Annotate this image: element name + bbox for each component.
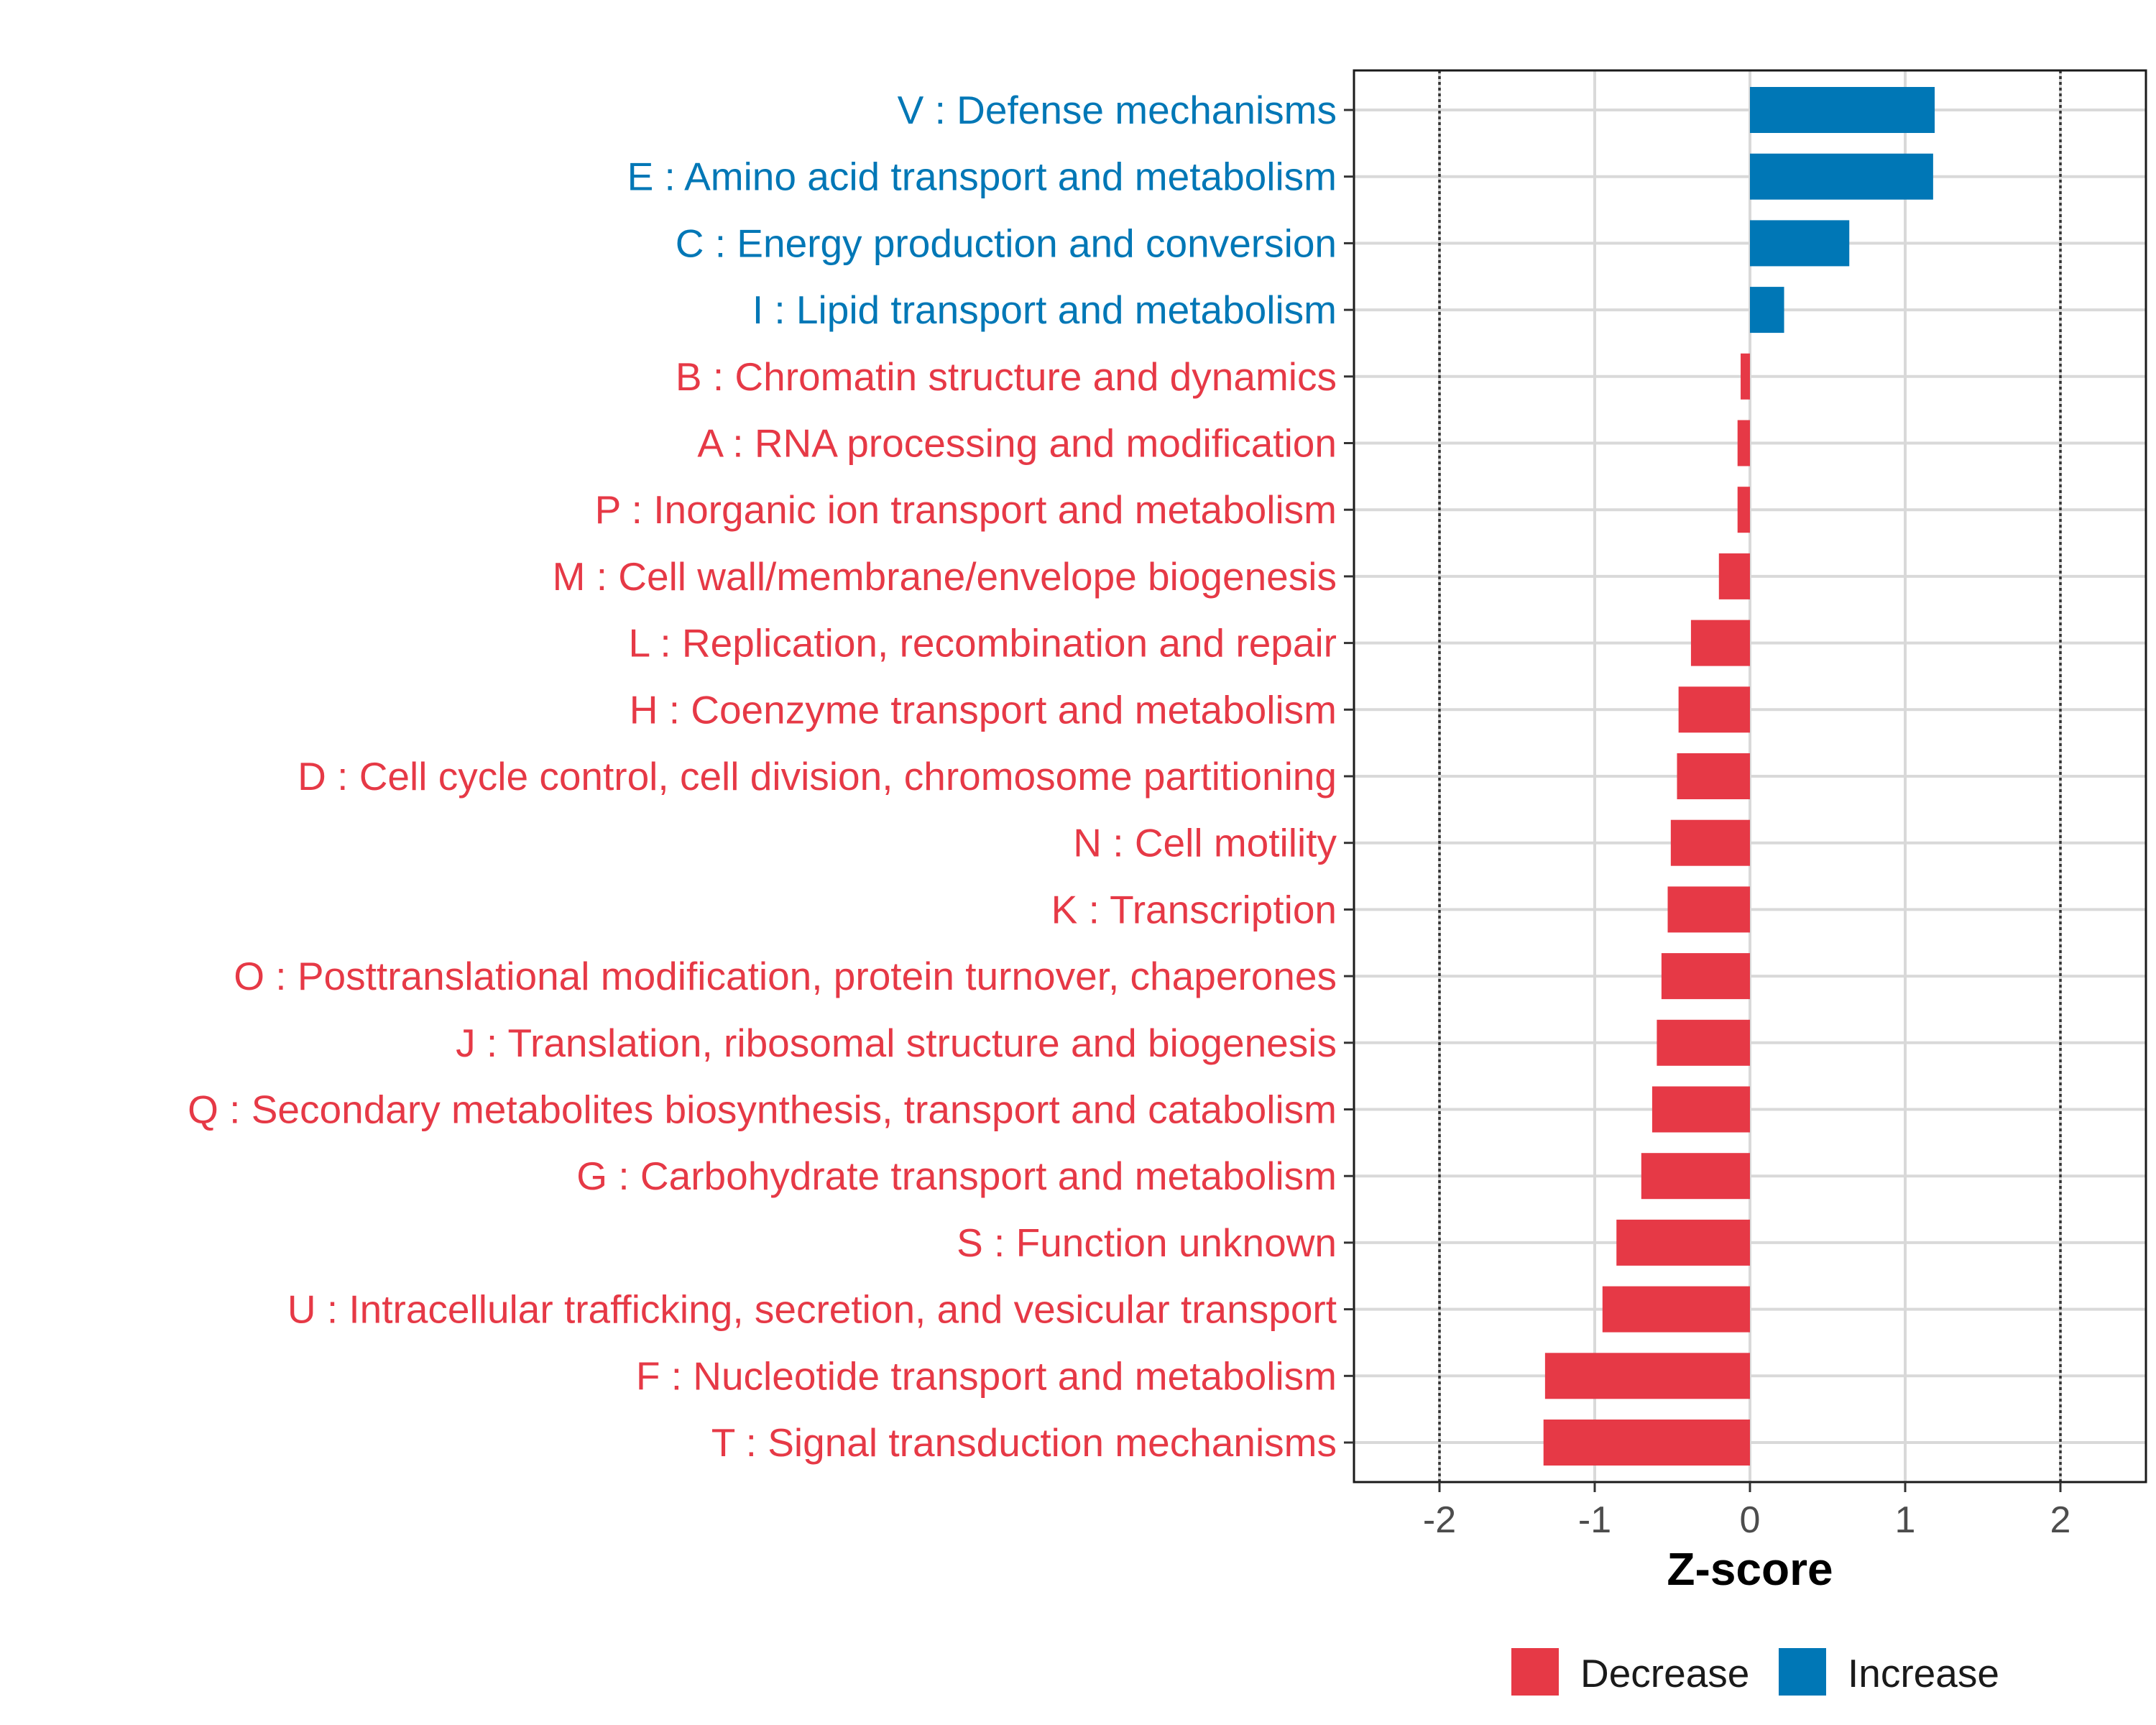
category-label-o: O : Posttranslational modification, prot… <box>234 954 1337 998</box>
x-tick-label: 1 <box>1895 1499 1916 1541</box>
y-axis-ticks <box>1344 109 1354 1444</box>
category-label-q: Q : Secondary metabolites biosynthesis, … <box>188 1087 1337 1132</box>
x-tick-label: 0 <box>1740 1499 1761 1541</box>
category-label-h: H : Coenzyme transport and metabolism <box>630 687 1337 732</box>
bar-j <box>1657 1019 1750 1066</box>
bar-layer <box>1543 87 1935 1466</box>
bar-l <box>1690 620 1750 666</box>
bar-d <box>1677 753 1750 799</box>
category-label-j: J : Translation, ribosomal structure and… <box>456 1021 1337 1065</box>
x-axis-title: Z-score <box>1667 1543 1833 1595</box>
legend-label-decrease: Decrease <box>1580 1651 1749 1696</box>
x-tick-label: -2 <box>1423 1499 1456 1541</box>
category-label-l: L : Replication, recombination and repai… <box>629 621 1337 666</box>
category-label-g: G : Carbohydrate transport and metabolis… <box>576 1154 1337 1198</box>
category-label-s: S : Function unknown <box>957 1220 1337 1265</box>
legend-swatch-increase <box>1779 1648 1826 1696</box>
bar-n <box>1670 819 1750 866</box>
category-label-e: E : Amino acid transport and metabolism <box>627 155 1337 199</box>
bar-i <box>1750 287 1784 334</box>
x-tick-label: -1 <box>1578 1499 1611 1541</box>
bar-a <box>1737 420 1750 466</box>
bar-t <box>1543 1420 1750 1466</box>
category-label-a: A : RNA processing and modification <box>697 421 1337 466</box>
bar-u <box>1602 1286 1750 1333</box>
bar-v <box>1750 87 1935 133</box>
legend-swatch-decrease <box>1511 1648 1559 1696</box>
bar-o <box>1661 953 1750 1000</box>
bar-k <box>1667 886 1750 933</box>
category-label-b: B : Chromatin structure and dynamics <box>676 354 1337 399</box>
bar-g <box>1641 1153 1750 1200</box>
bar-s <box>1616 1219 1750 1266</box>
bar-c <box>1750 220 1850 267</box>
category-label-k: K : Transcription <box>1051 887 1337 932</box>
category-label-m: M : Cell wall/membrane/envelope biogenes… <box>553 554 1337 599</box>
bar-e <box>1750 153 1933 200</box>
legend: Decrease Increase <box>1511 1648 1999 1696</box>
category-label-v: V : Defense mechanisms <box>898 88 1337 132</box>
category-label-p: P : Inorganic ion transport and metaboli… <box>595 487 1337 532</box>
bar-b <box>1741 353 1750 400</box>
x-tick-label: 2 <box>2050 1499 2071 1541</box>
bar-q <box>1651 1086 1750 1133</box>
category-label-c: C : Energy production and conversion <box>676 221 1337 265</box>
category-label-d: D : Cell cycle control, cell division, c… <box>298 754 1337 799</box>
category-label-i: I : Lipid transport and metabolism <box>752 288 1337 332</box>
category-label-u: U : Intracellular trafficking, secretion… <box>287 1287 1337 1332</box>
legend-label-increase: Increase <box>1848 1651 1999 1696</box>
x-axis-ticks: -2 -1 0 1 2 <box>1423 1482 2071 1541</box>
category-label-f: F : Nucleotide transport and metabolism <box>636 1353 1337 1398</box>
bar-m <box>1718 553 1750 599</box>
category-labels: V : Defense mechanisms E : Amino acid tra… <box>188 88 1337 1465</box>
category-label-n: N : Cell motility <box>1073 821 1337 865</box>
bar-p <box>1737 487 1750 533</box>
bar-f <box>1544 1353 1750 1399</box>
bar-h <box>1678 686 1750 733</box>
category-label-t: T : Signal transduction mechanisms <box>711 1420 1337 1465</box>
